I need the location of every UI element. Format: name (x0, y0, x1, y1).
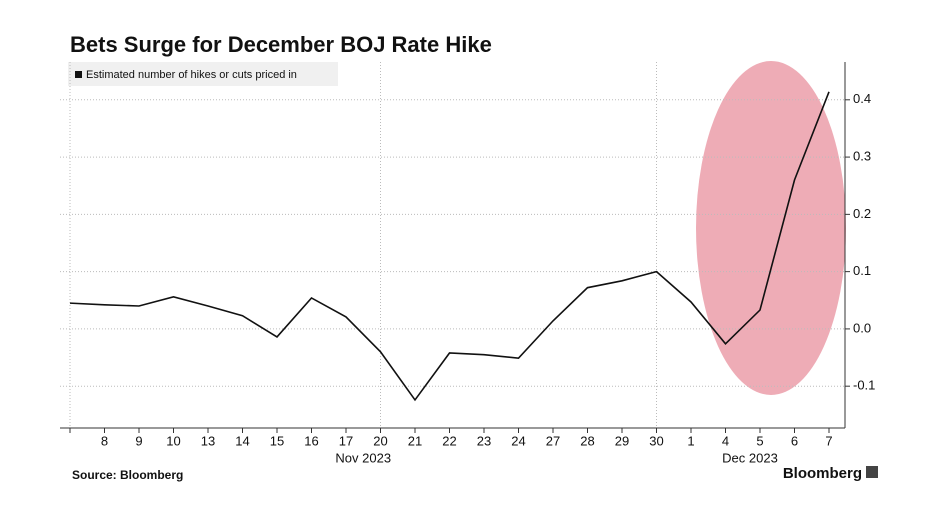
legend-box (68, 62, 338, 86)
x-tick-label: 17 (339, 433, 353, 448)
brand: Bloomberg (783, 465, 862, 482)
x-tick-label: 27 (546, 433, 560, 448)
source: Source: Bloomberg (72, 468, 183, 482)
x-tick-label: 8 (101, 433, 108, 448)
y-tick-label: 0.3 (853, 149, 871, 164)
y-tick-label: 0.1 (853, 263, 871, 278)
x-tick-label: 10 (166, 433, 180, 448)
series-line (69, 91, 830, 402)
y-tick-label: 0.0 (853, 320, 871, 335)
x-tick-label: 28 (580, 433, 594, 448)
x-tick-label: 16 (304, 433, 318, 448)
x-tick-label: 9 (135, 433, 142, 448)
y-tick-label: 0.2 (853, 206, 871, 221)
x-tick-label: 14 (235, 433, 249, 448)
x-tick-label: 13 (201, 433, 215, 448)
legend-swatch (75, 71, 82, 78)
brand-icon (866, 466, 878, 478)
highlight-ellipse (696, 61, 846, 395)
x-tick-label: 5 (756, 433, 763, 448)
x-tick-label: 24 (511, 433, 525, 448)
x-tick-label: 30 (649, 433, 663, 448)
y-tick-label: 0.4 (853, 91, 871, 106)
month-label: Nov 2023 (335, 450, 391, 465)
x-tick-label: 22 (442, 433, 456, 448)
x-tick-label: 4 (722, 433, 729, 448)
x-tick-label: 21 (408, 433, 422, 448)
month-label: Dec 2023 (722, 450, 778, 465)
x-tick-label: 1 (687, 433, 694, 448)
x-tick-label: 7 (825, 433, 832, 448)
x-tick-label: 29 (615, 433, 629, 448)
x-tick-label: 6 (791, 433, 798, 448)
legend-label: Estimated number of hikes or cuts priced… (86, 69, 297, 81)
x-tick-label: 23 (477, 433, 491, 448)
y-tick-label: -0.1 (853, 378, 875, 393)
x-tick-label: 15 (270, 433, 284, 448)
x-tick-label: 20 (373, 433, 387, 448)
chart-title: Bets Surge for December BOJ Rate Hike (70, 32, 492, 57)
